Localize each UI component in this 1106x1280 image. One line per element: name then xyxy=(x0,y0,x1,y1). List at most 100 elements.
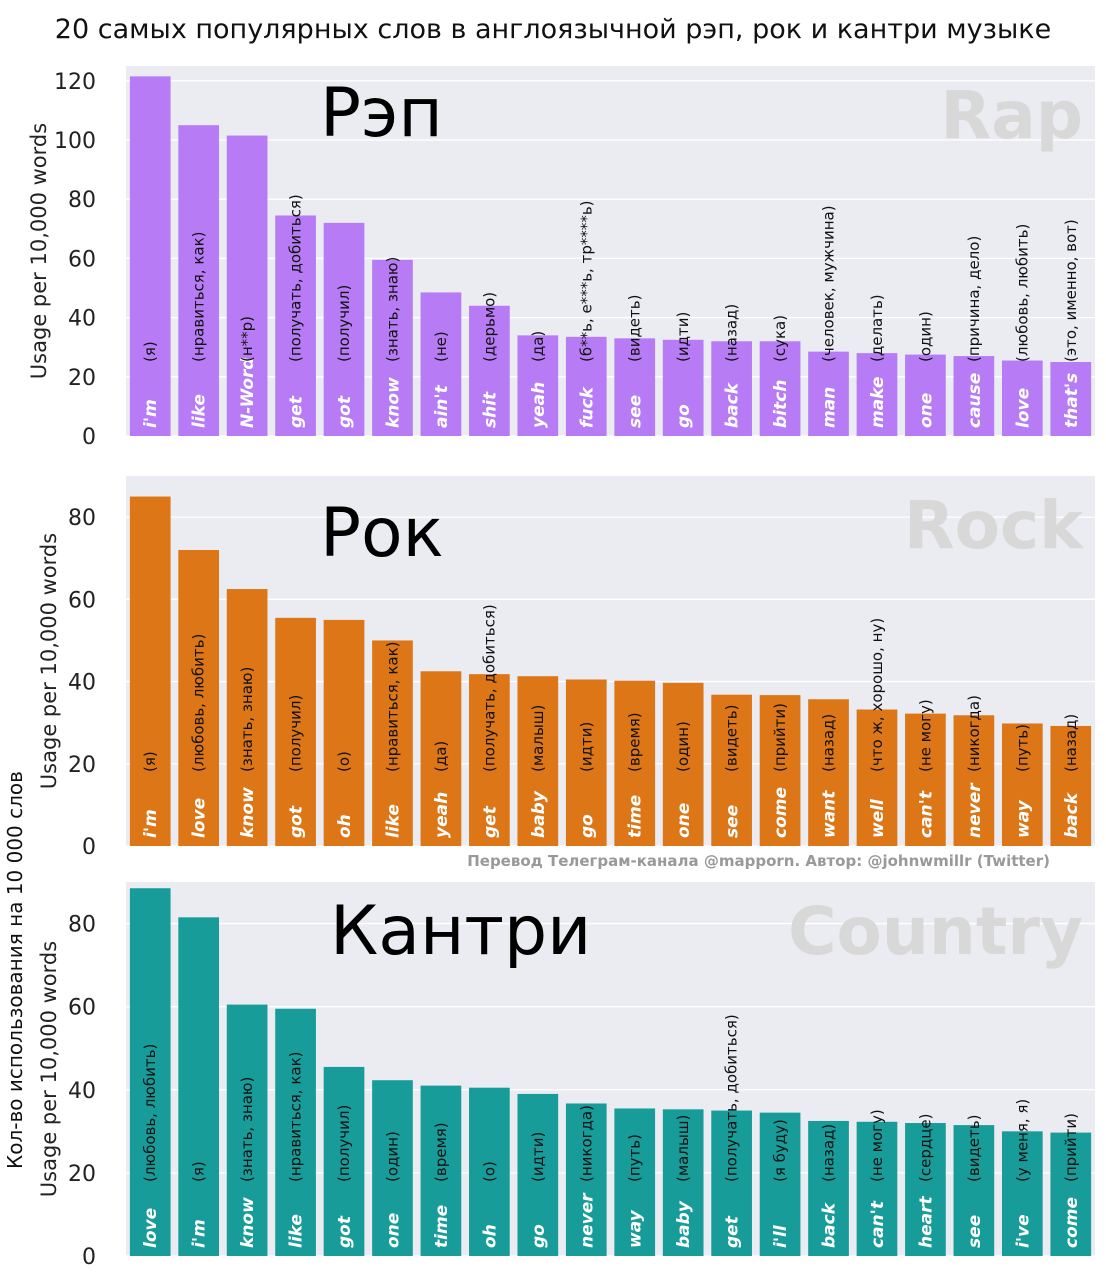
bar-translation-label: (знать, знаю) xyxy=(238,1077,256,1182)
bar-word-label: go xyxy=(577,814,597,838)
bar-word-label: shit xyxy=(480,391,500,428)
bar-translation-label: (дерьмо) xyxy=(480,292,498,362)
genre-title: Рок xyxy=(320,494,444,573)
bar-word-label: can't xyxy=(916,790,936,838)
bar-word-label: that's xyxy=(1062,373,1082,428)
bar-translation-label: (получать, добиться) xyxy=(723,1014,741,1182)
bar xyxy=(129,76,171,437)
bar-translation-label: (человек, мужчина) xyxy=(820,205,838,362)
bar-translation-label: (видеть) xyxy=(965,1115,983,1182)
bar-word-label: one xyxy=(674,803,694,838)
bar-word-label: bitch xyxy=(771,380,791,428)
bar-word-label: one xyxy=(916,393,936,428)
bar-translation-label: (назад) xyxy=(723,304,741,362)
bar xyxy=(129,888,171,1256)
bar-word-label: oh xyxy=(480,1224,500,1248)
bar xyxy=(1001,360,1043,436)
bar xyxy=(759,1112,801,1256)
bar xyxy=(517,1093,559,1256)
bar-translation-label: (видеть) xyxy=(723,705,741,772)
bar-word-label: like xyxy=(190,394,210,428)
bar xyxy=(808,351,849,436)
y-axis-label: Usage per 10,000 words xyxy=(27,123,51,379)
bar-translation-label: (получил) xyxy=(335,1105,353,1182)
bar xyxy=(1001,1131,1043,1256)
y-tick-label: 80 xyxy=(68,913,96,938)
bar-translation-label: (получать, добиться) xyxy=(287,194,305,362)
bar-translation-label: (любовь, любить) xyxy=(141,1044,159,1182)
bar xyxy=(129,496,171,846)
y-tick-label: 20 xyxy=(68,1162,96,1187)
bar xyxy=(905,1123,946,1256)
bar-word-label: get xyxy=(723,1215,743,1248)
bar xyxy=(759,695,801,846)
bar-word-label: love xyxy=(1013,388,1033,428)
bar-word-label: got xyxy=(335,1215,355,1248)
y-tick-label: 40 xyxy=(68,307,96,332)
bar xyxy=(178,125,220,436)
bar-word-label: see xyxy=(723,805,743,838)
bar-translation-label: (не могу) xyxy=(916,699,934,772)
bar-word-label: go xyxy=(529,1224,549,1248)
bar xyxy=(323,222,365,436)
bar xyxy=(517,335,559,436)
bar-translation-label: (любовь, любить) xyxy=(1013,224,1031,362)
bar-word-label: go xyxy=(674,404,694,428)
bar-word-label: can't xyxy=(868,1200,888,1248)
bar-word-label: fuck xyxy=(577,385,597,428)
y-tick-label: 60 xyxy=(68,588,96,613)
bar-word-label: never xyxy=(577,1192,597,1248)
bar xyxy=(469,1087,510,1256)
bar-translation-label: (знать, знаю) xyxy=(383,257,401,362)
bar xyxy=(178,917,220,1256)
bar xyxy=(856,353,898,436)
bar-word-label: i'm xyxy=(141,809,161,838)
bar-translation-label: (один) xyxy=(674,721,692,772)
bar-word-label: know xyxy=(383,377,403,428)
bar xyxy=(662,1109,704,1256)
bar xyxy=(323,619,365,846)
bar-translation-label: (у меня, я) xyxy=(1013,1099,1031,1182)
bar-translation-label: (сердце) xyxy=(916,1113,934,1182)
bar-translation-label: (малыш) xyxy=(674,1115,692,1182)
bar-translation-label: (идти) xyxy=(577,722,595,772)
bar xyxy=(226,589,268,846)
bar-word-label: baby xyxy=(674,1200,694,1248)
bar xyxy=(565,1103,607,1256)
bar-translation-label: (это, именно, вот) xyxy=(1062,219,1080,362)
bar xyxy=(808,699,849,846)
bar-translation-label: (один) xyxy=(916,311,934,362)
bar xyxy=(372,259,413,436)
genre-watermark: Rock xyxy=(904,487,1085,564)
bar-word-label: back xyxy=(1062,791,1082,838)
y-tick-label: 0 xyxy=(82,835,96,860)
bar xyxy=(856,1121,898,1256)
bar-word-label: love xyxy=(141,1208,161,1248)
bar-translation-label: (я буду) xyxy=(771,1119,789,1182)
bar-word-label: know xyxy=(238,787,258,838)
bar-translation-label: (получать, добиться) xyxy=(480,604,498,772)
credit-text: Перевод Телеграм-канала @mapporn. Автор:… xyxy=(467,852,1050,870)
bar-translation-label: (да) xyxy=(432,741,450,772)
y-tick-label: 80 xyxy=(68,188,96,213)
y-tick-label: 0 xyxy=(82,1245,96,1270)
bar xyxy=(420,671,462,846)
genre-title: Рэп xyxy=(320,74,443,153)
bar-word-label: i'm xyxy=(141,399,161,428)
y-axis-label: Usage per 10,000 words xyxy=(37,941,61,1197)
bar xyxy=(275,617,316,846)
bar-translation-label: (видеть) xyxy=(626,295,644,362)
bar xyxy=(372,1080,413,1256)
bar xyxy=(226,1004,268,1256)
bar-translation-label: (прийти) xyxy=(1062,1113,1080,1182)
bar-translation-label: (делать) xyxy=(868,294,886,362)
main-title: 20 самых популярных слов в англоязычной … xyxy=(54,14,1052,45)
bar-word-label: back xyxy=(723,381,743,428)
bar-translation-label: (б**ь, е***ь, тр****ь) xyxy=(577,200,595,362)
bar-translation-label: (малыш) xyxy=(529,705,547,772)
bar-translation-label: (назад) xyxy=(1062,714,1080,772)
bar xyxy=(1050,725,1092,846)
bar xyxy=(662,339,704,436)
y-axis-label: Usage per 10,000 words xyxy=(37,533,61,789)
bar-translation-label: (получил) xyxy=(287,695,305,772)
